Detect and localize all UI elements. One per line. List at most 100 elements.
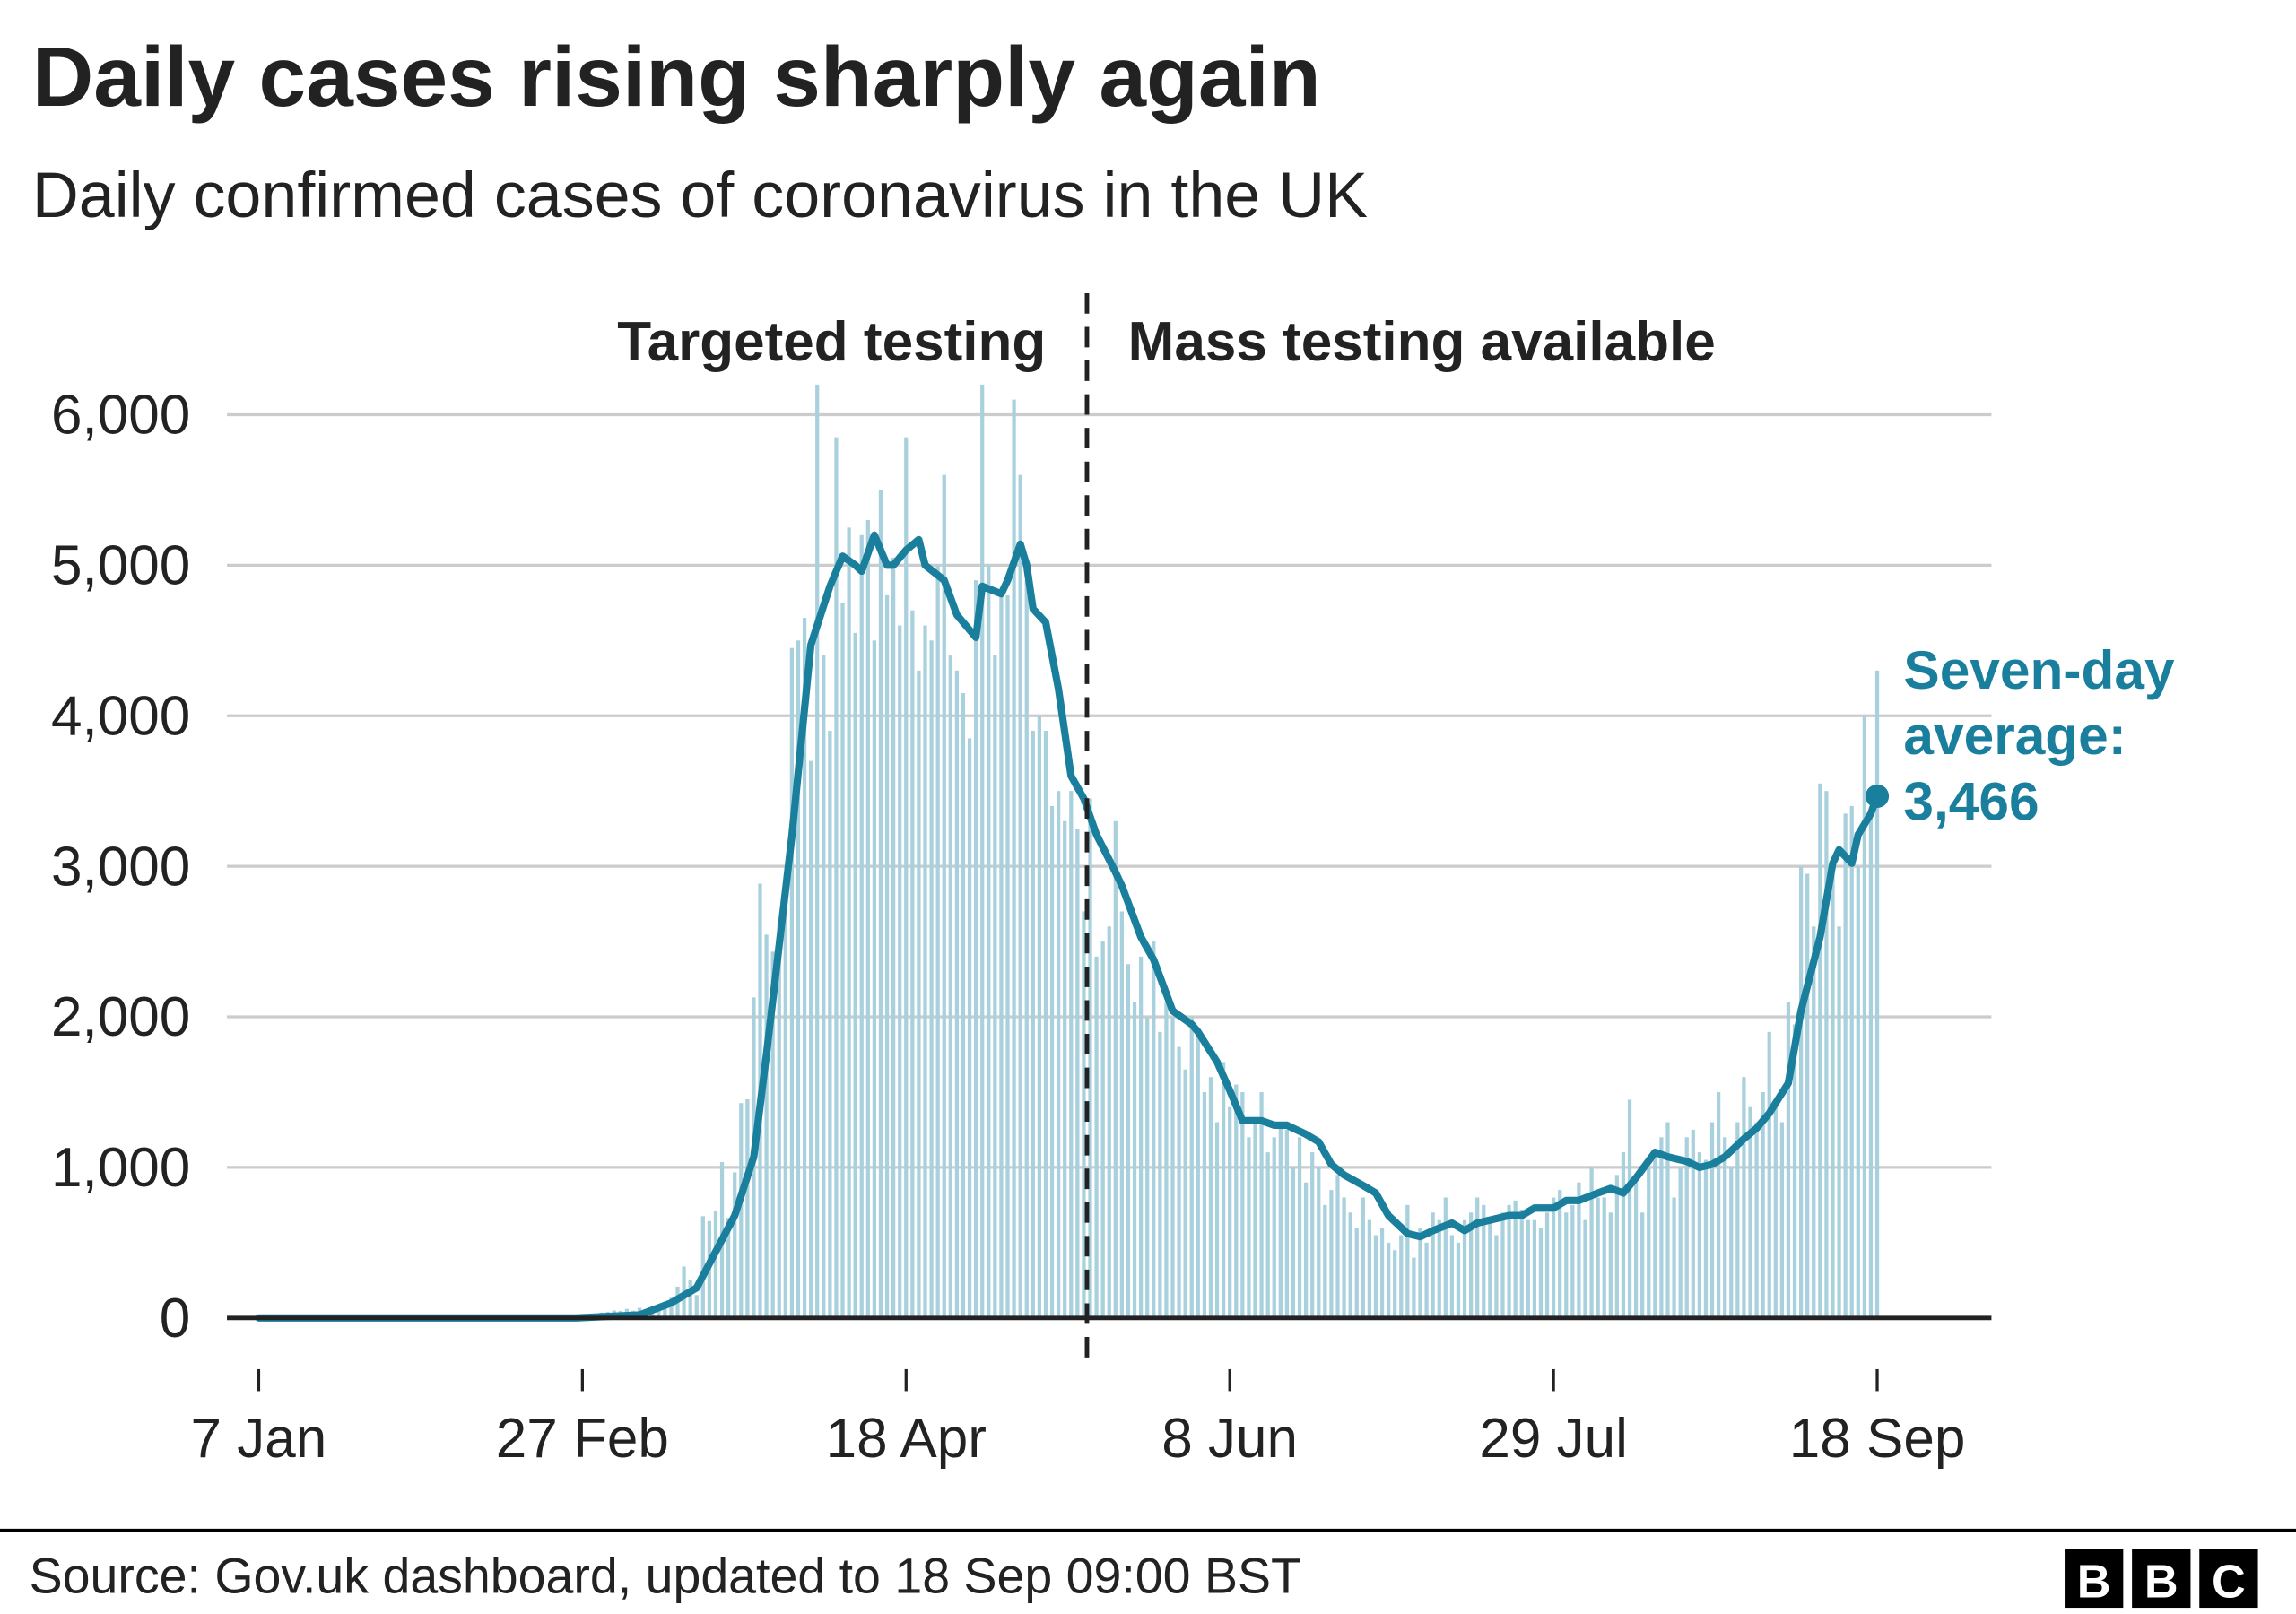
bar bbox=[884, 594, 890, 1318]
bar bbox=[1259, 1091, 1264, 1318]
bar bbox=[1513, 1200, 1518, 1318]
bar bbox=[1729, 1167, 1734, 1318]
bar bbox=[1063, 820, 1067, 1318]
bar bbox=[1043, 731, 1048, 1318]
bar bbox=[1354, 1228, 1359, 1318]
bar bbox=[1589, 1167, 1594, 1318]
bar bbox=[1126, 964, 1131, 1318]
bar bbox=[1018, 474, 1022, 1318]
bar bbox=[834, 437, 839, 1318]
bar bbox=[1653, 1152, 1657, 1318]
bar bbox=[859, 534, 864, 1318]
bar bbox=[1443, 1197, 1448, 1318]
end-point bbox=[1865, 784, 1890, 808]
bar bbox=[1158, 1031, 1162, 1318]
bar bbox=[669, 1297, 674, 1318]
bar bbox=[1703, 1159, 1709, 1318]
bar bbox=[1234, 1084, 1239, 1318]
bar bbox=[1088, 798, 1092, 1318]
bar bbox=[1214, 1122, 1220, 1318]
bar bbox=[1132, 1002, 1137, 1318]
bar bbox=[1119, 911, 1125, 1318]
bar bbox=[1329, 1190, 1334, 1318]
logo-letter: B bbox=[2077, 1557, 2111, 1609]
bar bbox=[1113, 820, 1118, 1318]
bar bbox=[1723, 1137, 1727, 1318]
bar bbox=[1272, 1137, 1276, 1318]
bar bbox=[1291, 1167, 1296, 1318]
bar bbox=[1317, 1167, 1321, 1318]
bar bbox=[1138, 956, 1144, 1318]
bar bbox=[891, 557, 896, 1318]
bar bbox=[733, 1172, 737, 1318]
x-tick-label: 7 Jan bbox=[191, 1408, 327, 1470]
y-tick-label: 1,000 bbox=[51, 1137, 190, 1199]
bar bbox=[1373, 1235, 1378, 1318]
bar bbox=[1633, 1182, 1639, 1318]
bar bbox=[828, 731, 832, 1318]
bar bbox=[700, 1216, 705, 1318]
bar bbox=[1075, 829, 1080, 1318]
bar bbox=[1037, 716, 1042, 1318]
bar bbox=[796, 640, 801, 1318]
bar bbox=[1627, 1099, 1632, 1318]
x-tick-label: 18 Sep bbox=[1789, 1408, 1966, 1470]
bar bbox=[923, 625, 927, 1318]
bar bbox=[1640, 1212, 1645, 1318]
bar bbox=[847, 527, 851, 1318]
logo-box bbox=[2199, 1549, 2258, 1609]
bar bbox=[1482, 1204, 1486, 1318]
bar bbox=[1412, 1257, 1416, 1318]
bar bbox=[993, 655, 997, 1318]
y-tick-label: 0 bbox=[160, 1288, 191, 1349]
bar bbox=[961, 693, 966, 1318]
bar bbox=[1367, 1219, 1372, 1318]
bar bbox=[1475, 1197, 1480, 1318]
region-label: Mass testing available bbox=[1128, 311, 1716, 373]
bar bbox=[1221, 1062, 1226, 1318]
bar bbox=[1379, 1228, 1385, 1318]
bar bbox=[1348, 1212, 1352, 1318]
bar bbox=[942, 474, 946, 1318]
bar bbox=[1564, 1212, 1569, 1318]
bar bbox=[1874, 670, 1880, 1318]
bar bbox=[1082, 911, 1086, 1318]
bar bbox=[688, 1280, 692, 1318]
y-tick-label: 2,000 bbox=[51, 986, 190, 1048]
bar bbox=[1602, 1197, 1606, 1318]
bar bbox=[1069, 791, 1074, 1318]
bar bbox=[726, 1218, 731, 1318]
bar bbox=[1196, 1031, 1200, 1318]
bar bbox=[1831, 873, 1835, 1318]
bar bbox=[1849, 805, 1854, 1318]
bar bbox=[1558, 1190, 1562, 1318]
bar bbox=[1792, 1024, 1797, 1318]
bar bbox=[1526, 1219, 1530, 1318]
bar bbox=[1596, 1197, 1600, 1318]
bar bbox=[1735, 1122, 1740, 1318]
x-tick-label: 29 Jul bbox=[1479, 1408, 1628, 1470]
bar bbox=[1538, 1228, 1544, 1318]
chart-subtitle: Daily confirmed cases of coronavirus in … bbox=[32, 160, 1368, 231]
bar bbox=[657, 1310, 661, 1318]
x-tick-label: 8 Jun bbox=[1161, 1408, 1298, 1470]
bar bbox=[1031, 731, 1035, 1318]
average-line bbox=[255, 531, 1882, 1322]
bar bbox=[1424, 1242, 1429, 1318]
bar bbox=[809, 760, 813, 1318]
bar bbox=[1647, 1167, 1651, 1318]
bar bbox=[1824, 791, 1829, 1318]
bar bbox=[987, 565, 991, 1318]
bar bbox=[1665, 1122, 1670, 1318]
bar bbox=[1012, 399, 1016, 1318]
bar bbox=[904, 437, 909, 1318]
bar bbox=[822, 655, 826, 1318]
bar bbox=[1614, 1175, 1620, 1318]
bar bbox=[1754, 1122, 1759, 1318]
bar bbox=[1684, 1137, 1689, 1318]
region-label: Targeted testing bbox=[617, 311, 1046, 373]
bar bbox=[1519, 1209, 1524, 1318]
bar bbox=[1247, 1137, 1251, 1318]
